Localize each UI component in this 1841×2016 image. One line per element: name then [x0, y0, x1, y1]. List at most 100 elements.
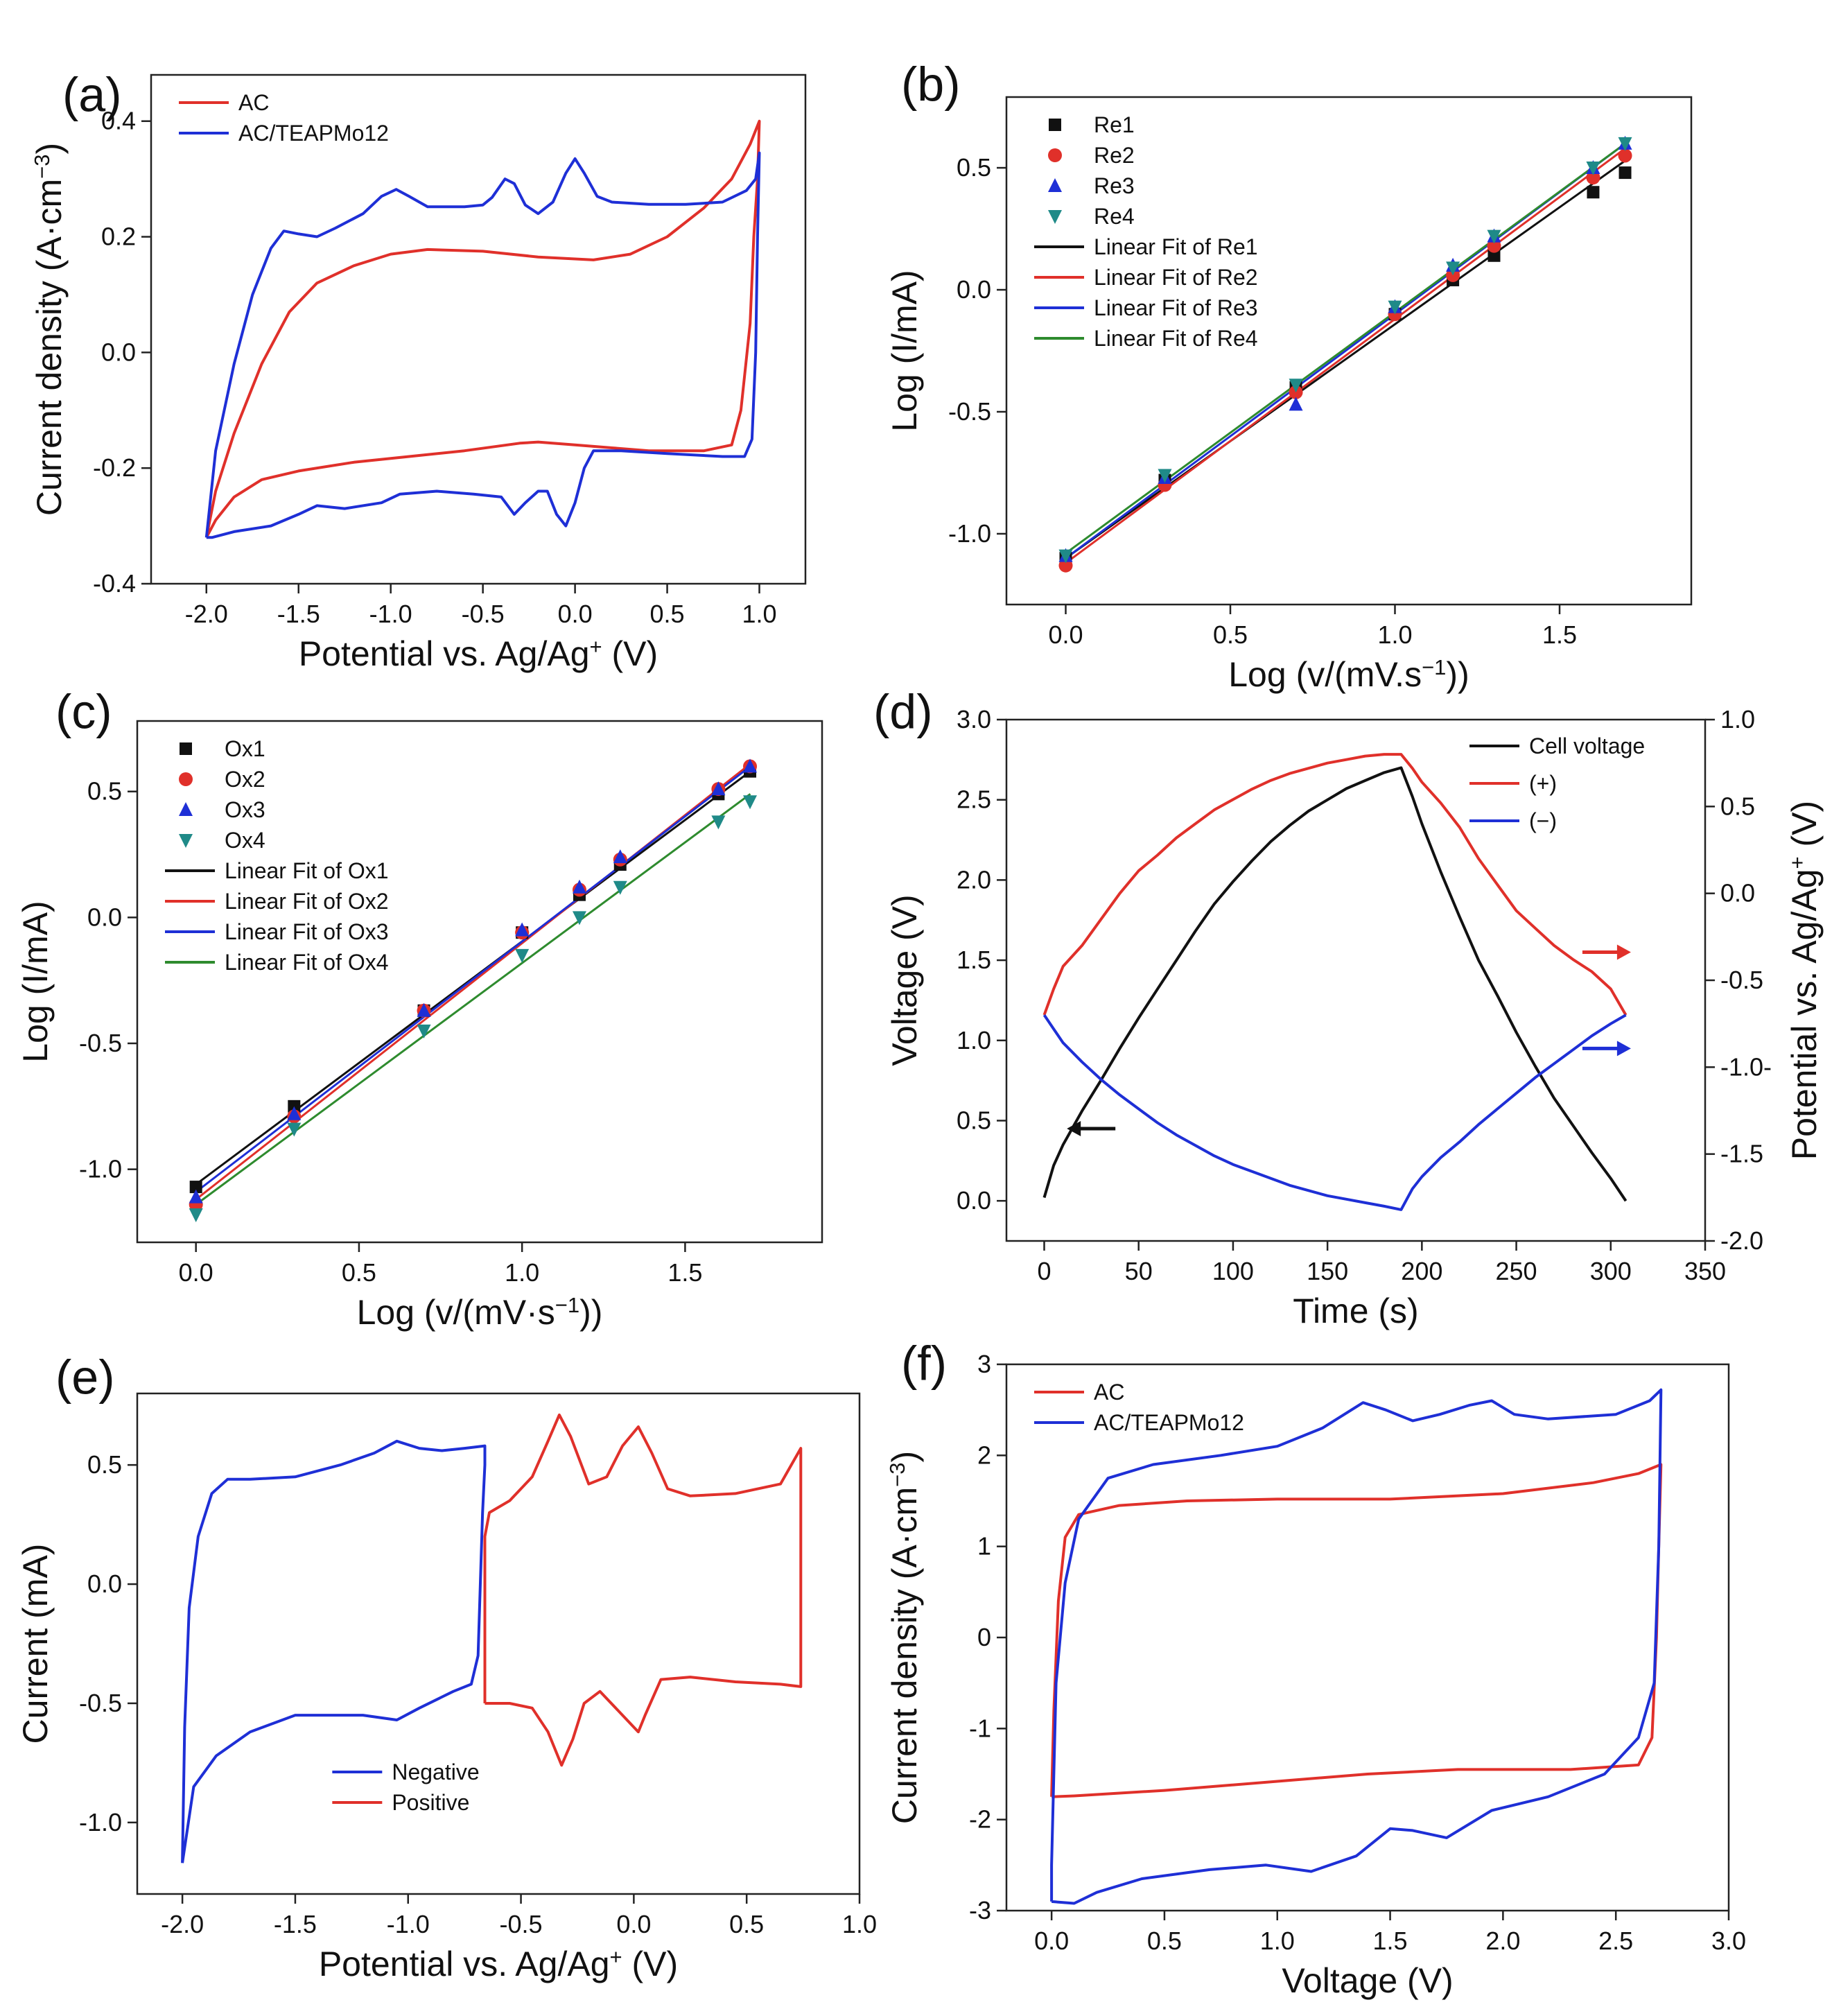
y-tick-label: 1: [977, 1532, 991, 1561]
y-tick-label: -2: [969, 1805, 991, 1834]
legend-label: AC/TEAPMo12: [1094, 1410, 1244, 1435]
y-right-tick-label: -1.0-: [1720, 1052, 1772, 1081]
y-tick-label: 1.5: [957, 946, 991, 974]
panel-b: (b) 0.0 0.5 1.0 1.5 -1.0 -0.5 0.0 0.5 Log (v/(mV.…: [885, 57, 1693, 695]
legend-label: (−): [1529, 808, 1557, 833]
x-tick-label: 1.0: [742, 600, 776, 628]
legend-label: Linear Fit of Ox1: [225, 858, 389, 883]
axis-arrow-left: [1067, 1121, 1116, 1137]
panel-label-e: (e): [55, 1350, 115, 1404]
fit-line-linear-fit-of-re1: [1065, 159, 1626, 559]
series-line-ac-teapmo12: [204, 151, 761, 539]
x-tick-label: 100: [1212, 1257, 1254, 1285]
y-tick-label: -0.5: [79, 1689, 122, 1717]
y-tick-label: -0.2: [93, 453, 136, 482]
legend-label: Ox4: [225, 828, 265, 853]
x-axis-title: Voltage (V): [1282, 1961, 1453, 2000]
x-tick-label: 1.5: [1542, 620, 1577, 649]
x-tick-label: -2.0: [161, 1910, 204, 1938]
plot-frame: [1005, 1363, 1730, 1912]
panel-e: (e) -2.0 -1.5 -1.0 -0.5 0.0 0.5 1.0 -1.0 -0.5 0.0 0…: [16, 1350, 877, 1983]
legend-label: Linear Fit of Ox3: [225, 919, 389, 944]
fit-line-linear-fit-of-re2: [1065, 147, 1626, 564]
panel-c: (c) 0.0 0.5 1.0 1.5 -1.0 -0.5 0.0 0.5 Log (v/(mV·…: [16, 684, 823, 1332]
x-axis-title: Log (v/(mV.s−1)): [1228, 655, 1469, 695]
legend: Negative Positive: [332, 1759, 480, 1815]
point-re1: [1618, 166, 1632, 180]
legend-label: Negative: [392, 1759, 479, 1784]
y-tick-label: 3.0: [957, 705, 991, 733]
y-axis-title: Current (mA): [16, 1544, 55, 1744]
series-line--: [1042, 1014, 1627, 1211]
x-tick-label: -1.5: [274, 1910, 317, 1938]
y-tick-label: -3: [969, 1896, 991, 1924]
y-tick-label: 0.0: [101, 338, 136, 366]
point-re4: [1158, 469, 1172, 483]
panel-f: (f) 0.0 0.5 1.0 1.5 2.0 2.5 3.0 -3 -2 -1 0 1 2 3 Voltag…: [885, 1336, 1747, 2000]
x-tick-label: 0.0: [1048, 620, 1083, 649]
x-tick-label: 0: [1037, 1257, 1051, 1285]
series-line-ac-teapmo12: [1050, 1388, 1663, 1905]
legend-label: Cell voltage: [1529, 733, 1645, 758]
x-tick-label: -1.0: [387, 1910, 430, 1938]
y-tick-label: -1.0: [79, 1155, 122, 1183]
y-axis-title: Voltage (V): [885, 894, 924, 1066]
series-line-ac: [204, 119, 761, 539]
panel-label-b: (b): [901, 57, 961, 111]
y-axis-title: Current density (A·cm−3): [885, 1451, 925, 1824]
legend-marker: [1048, 178, 1062, 192]
x-tick-label: -0.5: [500, 1910, 543, 1938]
point-re4: [1618, 137, 1632, 151]
plot-frame: [136, 720, 823, 1244]
x-tick-label: 1.5: [668, 1258, 702, 1287]
legend-marker: [1049, 119, 1061, 131]
x-tick-label: 0.5: [342, 1258, 376, 1287]
y-right-tick-label: -1.5: [1720, 1140, 1763, 1168]
point-re4: [1446, 261, 1460, 276]
y-axis-title: Current density (A·cm−3): [30, 143, 69, 516]
point-re4: [1058, 549, 1073, 564]
plot-frame: [1005, 96, 1693, 606]
fit-line-linear-fit-of-ox3: [195, 765, 751, 1193]
y-tick-label: -1.0: [948, 519, 991, 548]
x-tick-label: 0.5: [729, 1910, 764, 1938]
point-re2: [1618, 148, 1632, 163]
x-axis-title: Time (s): [1293, 1292, 1418, 1330]
y-tick-label: 0.0: [87, 1570, 122, 1598]
x-tick-label: 1.0: [842, 1910, 877, 1938]
x-tick-label: 0.5: [1213, 620, 1248, 649]
legend-label: Linear Fit of Ox2: [225, 889, 389, 914]
point-re1: [1587, 186, 1600, 199]
panel-d: (d) 0 50 100 150 200 250 300 350 0.0 0.5 1.0 1.5 2.0 2…: [873, 684, 1824, 1330]
point-ox3: [572, 879, 586, 894]
point-ox3: [515, 922, 530, 937]
y-tick-label: 0.5: [957, 153, 991, 182]
x-tick-label: 0.0: [179, 1258, 213, 1287]
legend-label: Ox2: [225, 767, 265, 792]
point-ox3: [613, 849, 627, 864]
y-right-tick-label: 0.0: [1720, 879, 1755, 907]
point-ox4: [743, 795, 758, 810]
y-tick-label: 0.5: [957, 1106, 991, 1134]
point-ox3: [189, 1189, 203, 1203]
legend-label: Positive: [392, 1790, 469, 1815]
legend-label: Ox1: [225, 736, 265, 761]
x-tick-label: -1.0: [369, 600, 412, 628]
y-tick-label: 2.5: [957, 785, 991, 814]
y-tick-label: -1.0: [79, 1808, 122, 1836]
x-tick-label: 0.5: [650, 600, 685, 628]
axis-arrow-right: [1582, 944, 1631, 960]
legend: Ox1 Ox2 Ox3 Ox4 Linear Fit of Ox1 Linear Fit …: [165, 736, 389, 975]
legend-label: Linear Fit of Re4: [1094, 326, 1258, 351]
x-tick-label: 0.0: [558, 600, 593, 628]
point-ox3: [711, 781, 726, 796]
legend-label: Ox3: [225, 797, 265, 822]
legend-marker: [179, 772, 193, 786]
plot-frame: [150, 73, 807, 585]
legend: Re1 Re2 Re3 Re4 Linear Fit of Re1 Linear Fit …: [1034, 112, 1258, 351]
y-tick-label: -0.5: [948, 397, 991, 426]
point-re4: [1487, 229, 1501, 244]
legend-label: Re4: [1094, 204, 1135, 229]
legend: AC AC/TEAPMo12: [179, 90, 389, 146]
y-tick-label: -0.4: [93, 569, 136, 598]
